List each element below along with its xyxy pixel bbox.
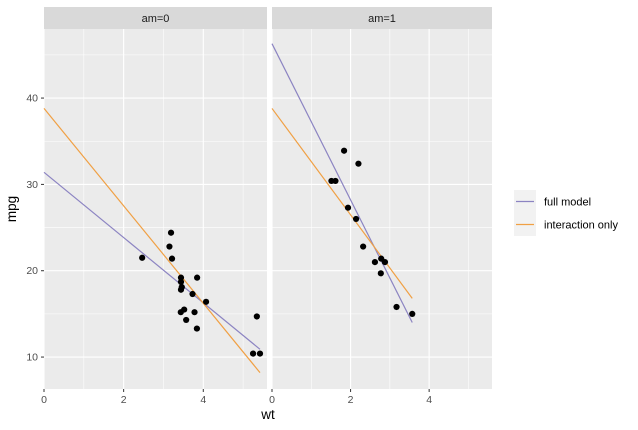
facet-strip (272, 7, 492, 29)
x-tick-label: 4 (200, 394, 206, 406)
data-point (177, 274, 185, 281)
data-point (191, 309, 198, 316)
y-tick-label: 10 (26, 352, 38, 364)
data-point (177, 286, 185, 293)
data-point (360, 243, 367, 250)
panels: am=0 am=1 (43, 7, 492, 389)
y-tick-label: 20 (26, 265, 38, 277)
data-point (202, 298, 210, 305)
x-axis: 0 2 4 0 2 4 (41, 389, 432, 406)
data-point (256, 350, 264, 357)
data-point (328, 177, 335, 185)
data-point (183, 316, 190, 324)
x-tick-label: 4 (426, 394, 432, 406)
data-point (194, 274, 201, 281)
panel-background (272, 29, 492, 389)
facet-panel: am=1 (271, 7, 492, 389)
y-tick-label: 40 (26, 93, 38, 105)
panel-background (44, 29, 267, 389)
data-point (168, 255, 176, 262)
legend-item: full model (514, 190, 591, 213)
data-point (371, 258, 379, 266)
data-point (166, 243, 173, 250)
series-line-full-model (43, 171, 261, 350)
facet-strip-label: am=1 (368, 13, 396, 25)
data-point (377, 270, 384, 277)
x-tick-label: 0 (269, 394, 275, 406)
data-point (355, 160, 362, 167)
x-axis-title: wt (260, 407, 275, 422)
y-tick-label: 30 (26, 179, 38, 191)
data-point (249, 350, 257, 357)
legend-label: interaction only (544, 220, 618, 232)
series-line-interaction-only (43, 108, 261, 373)
data-point (344, 204, 352, 211)
x-tick-label: 2 (121, 394, 127, 406)
data-point (177, 309, 184, 316)
data-point (189, 290, 196, 298)
data-point (409, 310, 416, 317)
legend-item: interaction only (514, 213, 618, 236)
facet-panel: am=0 (43, 7, 267, 389)
facet-strip (44, 7, 267, 29)
x-tick-label: 0 (41, 394, 47, 406)
y-axis-title: mpg (4, 196, 19, 222)
legend: full model interaction only (514, 190, 618, 236)
series-line-interaction-only (271, 108, 413, 299)
data-point (352, 215, 360, 223)
data-point (393, 303, 400, 311)
data-point (139, 254, 146, 261)
data-point (253, 313, 260, 320)
data-point (193, 325, 201, 332)
series-line-full-model (271, 43, 413, 323)
data-point (167, 229, 175, 236)
facet-strip-label: am=0 (142, 13, 170, 25)
y-axis: 10 20 30 40 (26, 93, 44, 364)
legend-label: full model (544, 197, 591, 209)
data-point (340, 147, 348, 154)
x-tick-label: 2 (348, 394, 354, 406)
data-point (378, 255, 385, 262)
data-point (177, 278, 185, 286)
